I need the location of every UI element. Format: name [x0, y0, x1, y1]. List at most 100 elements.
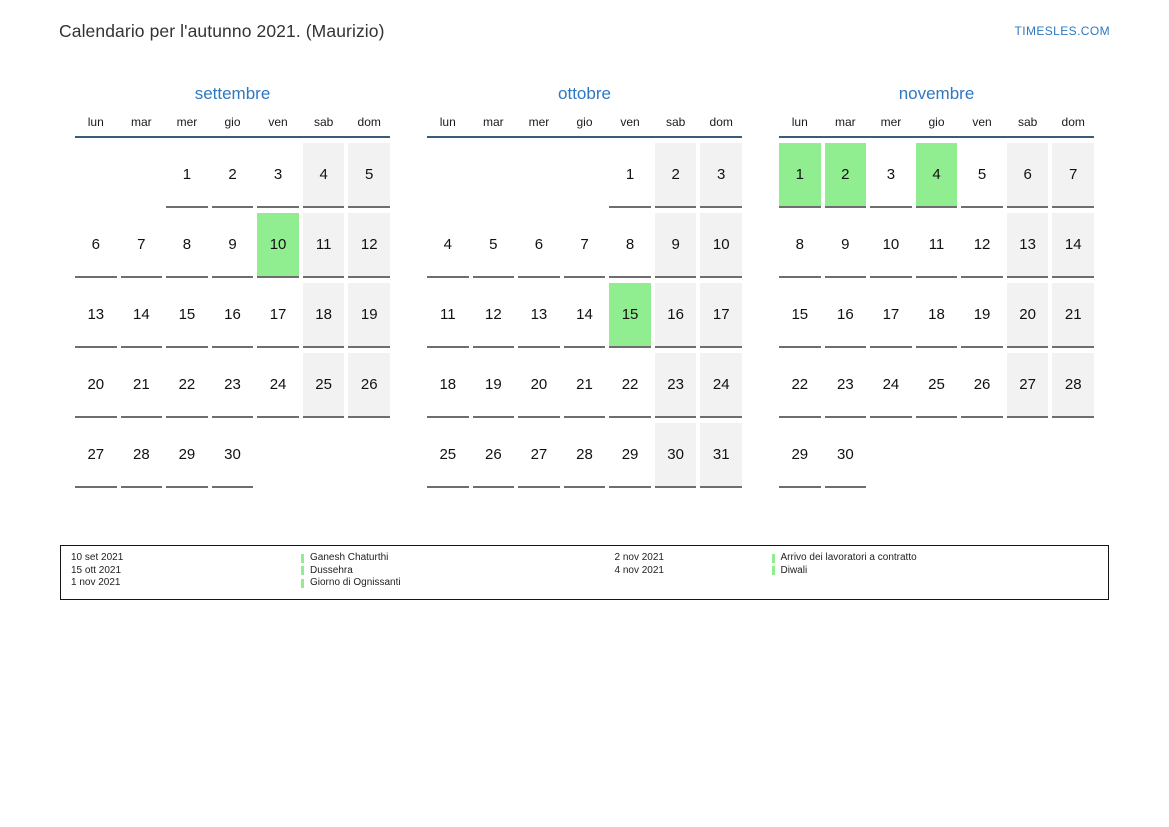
- day-cell: 8: [166, 213, 208, 278]
- legend-holiday-name: Ganesh Chaturthi: [301, 552, 388, 565]
- legend-entry: 2 nov 2021 Arrivo dei lavoratori a contra…: [615, 552, 1109, 565]
- day-cell: 29: [609, 423, 651, 488]
- day-cell: 21: [1052, 283, 1094, 348]
- legend-holiday-text: Ganesh Chaturthi: [310, 552, 389, 563]
- day-cell: 19: [348, 283, 390, 348]
- day-cell: 11: [302, 213, 345, 278]
- legend-holiday-name: Arrivo dei lavoratori a contratto: [771, 552, 917, 565]
- holiday-marker-icon: [301, 553, 304, 563]
- day-cell: 4: [302, 143, 345, 208]
- weekday-label: lun: [439, 115, 456, 129]
- holiday-marker-icon: [771, 553, 775, 563]
- legend-holiday-text: Giorno di Ognissanti: [310, 577, 401, 588]
- page-header: Calendario per l'autunno 2021. (Maurizio…: [0, 0, 1169, 42]
- legend-entry: 4 nov 2021 Diwali: [615, 565, 1109, 578]
- day-cell: 20: [1006, 283, 1049, 348]
- legend-group: 10 set 2021 Ganesh Chaturthi 15 ott 2021 Du…: [71, 552, 590, 590]
- site-link[interactable]: TIMESLES.COM: [1014, 24, 1110, 38]
- weekday-label: dom: [1061, 115, 1085, 129]
- legend-holiday-name: Dussehra: [301, 565, 353, 578]
- day-cell: 10: [700, 213, 742, 278]
- legend-entry: 1 nov 2021 Giorno di Ognissanti: [71, 577, 590, 590]
- weekday-label: lun: [87, 115, 104, 129]
- weekday-label: sab: [665, 115, 686, 129]
- day-cell: 6: [518, 213, 560, 278]
- month-title: novembre: [898, 84, 975, 103]
- day-cell: 27: [518, 423, 560, 488]
- day-cell-empty: [121, 143, 163, 208]
- weekday-label: mer: [176, 115, 198, 129]
- weekday-label: ven: [268, 115, 288, 129]
- day-cell: 3: [870, 143, 912, 208]
- day-cell: 17: [870, 283, 912, 348]
- month-title: ottobre: [558, 84, 611, 103]
- week-row: 6 7 8 9 10 11 12: [75, 213, 390, 278]
- day-cell: 20: [75, 353, 117, 418]
- legend-holiday-name: Giorno di Ognissanti: [301, 577, 401, 590]
- day-cell: 10: [257, 213, 299, 278]
- day-cell: 2: [211, 143, 254, 208]
- day-cell: 24: [257, 353, 299, 418]
- month-novembre: novembre lun mar mer gio ven sab dom 1 2 3 4 5 6 7 8 9 10…: [779, 84, 1094, 488]
- day-cell-empty: [564, 143, 606, 208]
- day-cell: 12: [472, 283, 515, 348]
- day-cell: 1: [166, 143, 208, 208]
- legend-date: 15 ott 2021: [71, 564, 122, 576]
- calendar-grid: 1 2 3 4 5 6 7 8 9 10 11 12 13 14 15 16 17 18 19 20 21 22 23 24 2…: [75, 143, 390, 488]
- week-row: 11 12 13 14 15 16 17: [427, 283, 742, 348]
- day-cell: 5: [961, 143, 1003, 208]
- calendar-grid: 1 2 3 4 5 6 7 8 9 10 11 12 13 14 15 16 17 18 19 20 21 22 23 24 2…: [427, 143, 742, 488]
- day-cell: 6: [75, 213, 117, 278]
- month-settembre: settembre lun mar mer gio ven sab dom 1 2 3 4 5 6 7 8 9 1…: [75, 84, 390, 488]
- day-cell: 18: [427, 353, 469, 418]
- day-cell: 3: [700, 143, 742, 208]
- day-cell: 30: [654, 423, 697, 488]
- day-cell: 25: [427, 423, 469, 488]
- day-cell-empty: [427, 143, 469, 208]
- day-cell: 7: [563, 213, 606, 278]
- weekday-label: dom: [709, 115, 733, 129]
- legend-holiday-name: Diwali: [771, 564, 808, 578]
- week-row: 15 16 17 18 19 20 21: [779, 283, 1094, 348]
- day-cell: 7: [120, 213, 163, 278]
- day-cell: 6: [1006, 143, 1049, 208]
- day-cell: 9: [654, 213, 697, 278]
- week-row: 29 30: [779, 423, 1094, 488]
- weekday-label: sab: [313, 115, 334, 129]
- day-cell: 2: [654, 143, 697, 208]
- day-cell: 24: [870, 353, 912, 418]
- day-cell: 10: [870, 213, 912, 278]
- week-row: 13 14 15 16 17 18 19: [75, 283, 390, 348]
- day-cell: 16: [824, 283, 867, 348]
- day-cell: 13: [75, 283, 117, 348]
- legend-date: 2 nov 2021: [614, 552, 665, 563]
- day-cell-empty: [303, 423, 345, 488]
- day-cell: 14: [1052, 213, 1094, 278]
- day-cell: 18: [915, 283, 958, 348]
- weekday-label: gio: [224, 115, 241, 129]
- day-cell-empty: [1052, 423, 1094, 488]
- day-cell: 27: [1006, 353, 1049, 418]
- weekday-header-row: lun mar mer gio ven sab dom: [779, 115, 1094, 138]
- weekday-label: lun: [791, 115, 808, 129]
- day-cell: 25: [302, 353, 345, 418]
- legend-holiday-text: Diwali: [780, 564, 808, 576]
- day-cell: 21: [120, 353, 163, 418]
- months-container: settembre lun mar mer gio ven sab dom 1 2 3 4 5 6 7 8 9 1…: [75, 84, 1094, 488]
- weekday-label: gio: [576, 115, 593, 129]
- day-cell: 19: [961, 283, 1003, 348]
- weekday-label: mar: [131, 115, 152, 129]
- weekday-label: ven: [972, 115, 992, 129]
- calendar-grid: 1 2 3 4 5 6 7 8 9 10 11 12 13 14 15 16 17 18 19 20 21 22 23 24 2…: [779, 143, 1094, 488]
- day-cell: 28: [563, 423, 606, 488]
- day-cell: 22: [779, 353, 821, 418]
- day-cell: 13: [1006, 213, 1049, 278]
- day-cell: 3: [257, 143, 299, 208]
- week-row: 22 23 24 25 26 27 28: [779, 353, 1094, 418]
- day-cell: 15: [779, 283, 821, 348]
- day-cell: 22: [609, 353, 651, 418]
- day-cell: 7: [1052, 143, 1094, 208]
